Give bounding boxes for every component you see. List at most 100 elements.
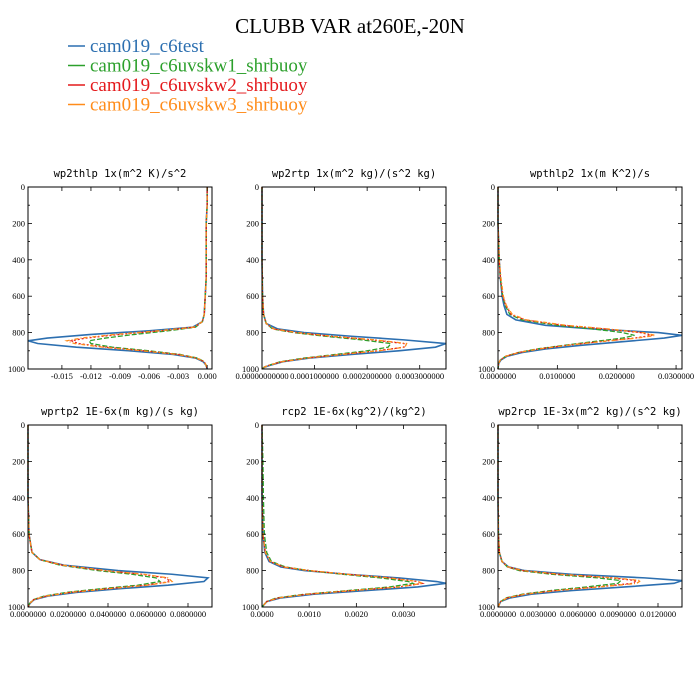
x-tick-label: 0.0120000 — [640, 609, 676, 619]
y-tick-label: 800 — [482, 566, 495, 576]
panel-5: rcp2 1E-6x(kg^2)/(kg^2) 0 200 400 600 800 1000… — [242, 406, 447, 619]
x-tick-label: 0.0600000 — [130, 609, 166, 619]
figure-title: CLUBB VAR at260E,-20N — [235, 14, 465, 38]
x-tick-label: 0.0002000000 — [343, 371, 392, 381]
y-tick-label: 600 — [246, 291, 259, 301]
x-tick-label: 0.0003000000 — [395, 371, 444, 381]
x-tick-label: -0.015 — [51, 371, 73, 381]
x-tick-label: 0.0030000 — [520, 609, 556, 619]
x-tick-label: 0.0000000 — [480, 371, 516, 381]
y-tick-label: 1000 — [478, 364, 495, 374]
x-tick-label: 0.0300000 — [658, 371, 694, 381]
y-tick-label: 1000 — [242, 602, 259, 612]
series-line — [261, 187, 447, 370]
panel-title: wpthlp2 1x(m K^2)/s — [530, 168, 650, 180]
y-tick-label: 0 — [491, 420, 495, 430]
x-tick-label: -0.009 — [109, 371, 131, 381]
legend: cam019_c6testcam019_c6uvskw1_shrbuoycam0… — [68, 36, 308, 116]
y-tick-label: 400 — [12, 493, 25, 503]
y-tick-label: 600 — [12, 291, 25, 301]
legend-entry: cam019_c6uvskw2_shrbuoy — [68, 75, 308, 96]
series-line — [64, 187, 208, 370]
y-tick-label: 800 — [246, 566, 259, 576]
x-tick-label: 0.0800000 — [170, 609, 206, 619]
x-tick-label: 0.000 — [198, 371, 217, 381]
x-tick-label: 0.0200000 — [50, 609, 86, 619]
plot-frame — [27, 186, 213, 370]
x-tick-label: 0.0030 — [392, 609, 415, 619]
series-line — [261, 424, 416, 608]
y-tick-label: 1000 — [8, 602, 25, 612]
y-tick-label: 200 — [12, 456, 25, 466]
legend-entry: cam019_c6uvskw3_shrbuoy — [68, 95, 308, 116]
y-tick-label: 600 — [246, 529, 259, 539]
panel-title: wp2rcp 1E-3x(m^2 kg)/(s^2 kg) — [498, 406, 681, 418]
series-line — [261, 425, 447, 608]
series-line — [87, 187, 208, 370]
y-tick-label: 1000 — [8, 364, 25, 374]
x-tick-label: -0.006 — [138, 371, 160, 381]
y-tick-label: 400 — [482, 255, 495, 265]
series-line — [27, 425, 172, 608]
y-tick-label: 200 — [482, 218, 495, 228]
y-tick-label: 0 — [255, 420, 259, 430]
legend-label: cam019_c6uvskw2_shrbuoy — [90, 75, 308, 96]
x-tick-label: 0.0200000 — [599, 371, 635, 381]
series-line — [27, 425, 174, 608]
series-line — [69, 187, 208, 370]
plot-frame — [497, 424, 683, 608]
x-tick-label: 0.0000 — [250, 609, 273, 619]
x-tick-label: 0.0100000 — [539, 371, 575, 381]
series-line — [497, 425, 623, 608]
legend-entry: cam019_c6test — [68, 36, 205, 57]
y-tick-label: 1000 — [478, 602, 495, 612]
x-tick-label: 0.0400000 — [90, 609, 126, 619]
y-tick-label: 600 — [482, 529, 495, 539]
y-tick-label: 400 — [12, 255, 25, 265]
x-tick-label: -0.012 — [80, 371, 102, 381]
y-tick-label: 600 — [12, 529, 25, 539]
plot-frame — [27, 424, 213, 608]
x-tick-label: 0.0010 — [297, 609, 320, 619]
panel-title: wprtp2 1E-6x(m kg)/(s kg) — [41, 406, 199, 418]
x-tick-label: 0.0000000 — [480, 609, 516, 619]
series-line — [261, 187, 405, 370]
x-tick-label: 0.0001000000 — [290, 371, 339, 381]
series-line — [497, 187, 653, 370]
y-tick-label: 200 — [246, 218, 259, 228]
series-line — [497, 425, 643, 608]
series-line — [261, 187, 392, 370]
x-tick-label: -0.003 — [167, 371, 189, 381]
legend-label: cam019_c6uvskw1_shrbuoy — [90, 56, 308, 77]
panel-1: wp2thlp 1x(m^2 K)/s^2 0 200 400 600 800 1000 -0… — [8, 168, 217, 381]
y-tick-label: 0 — [491, 182, 495, 192]
y-tick-label: 0 — [255, 182, 259, 192]
x-tick-label: 0.0020 — [345, 609, 368, 619]
panel-4: wprtp2 1E-6x(m kg)/(s kg) 0 200 400 600 800 10… — [8, 406, 213, 619]
panel-title: rcp2 1E-6x(kg^2)/(kg^2) — [281, 406, 426, 418]
series-line — [27, 425, 162, 608]
y-tick-label: 400 — [246, 255, 259, 265]
series-line — [261, 187, 408, 370]
legend-entry: cam019_c6uvskw1_shrbuoy — [68, 56, 308, 77]
legend-label: cam019_c6test — [90, 36, 205, 57]
x-tick-label: 0.00000000000 — [235, 371, 288, 381]
legend-label: cam019_c6uvskw3_shrbuoy — [90, 95, 308, 116]
panel-title: wp2thlp 1x(m^2 K)/s^2 — [54, 168, 187, 180]
y-tick-label: 200 — [482, 456, 495, 466]
y-tick-label: 1000 — [242, 364, 259, 374]
y-tick-label: 0 — [21, 420, 25, 430]
series-line — [497, 425, 683, 608]
y-tick-label: 200 — [12, 218, 25, 228]
series-line — [27, 425, 210, 608]
panel-3: wpthlp2 1x(m K^2)/s 0 200 400 600 800 10000.00… — [478, 168, 694, 381]
x-tick-label: 0.0060000 — [560, 609, 596, 619]
y-tick-label: 0 — [21, 182, 25, 192]
y-tick-label: 800 — [12, 328, 25, 338]
y-tick-label: 800 — [12, 566, 25, 576]
panels: wp2thlp 1x(m^2 K)/s^2 0 200 400 600 800 1000 -0… — [8, 168, 694, 619]
panel-title: wp2rtp 1x(m^2 kg)/(s^2 kg) — [272, 168, 436, 180]
series-line — [497, 187, 656, 370]
y-tick-label: 200 — [246, 456, 259, 466]
